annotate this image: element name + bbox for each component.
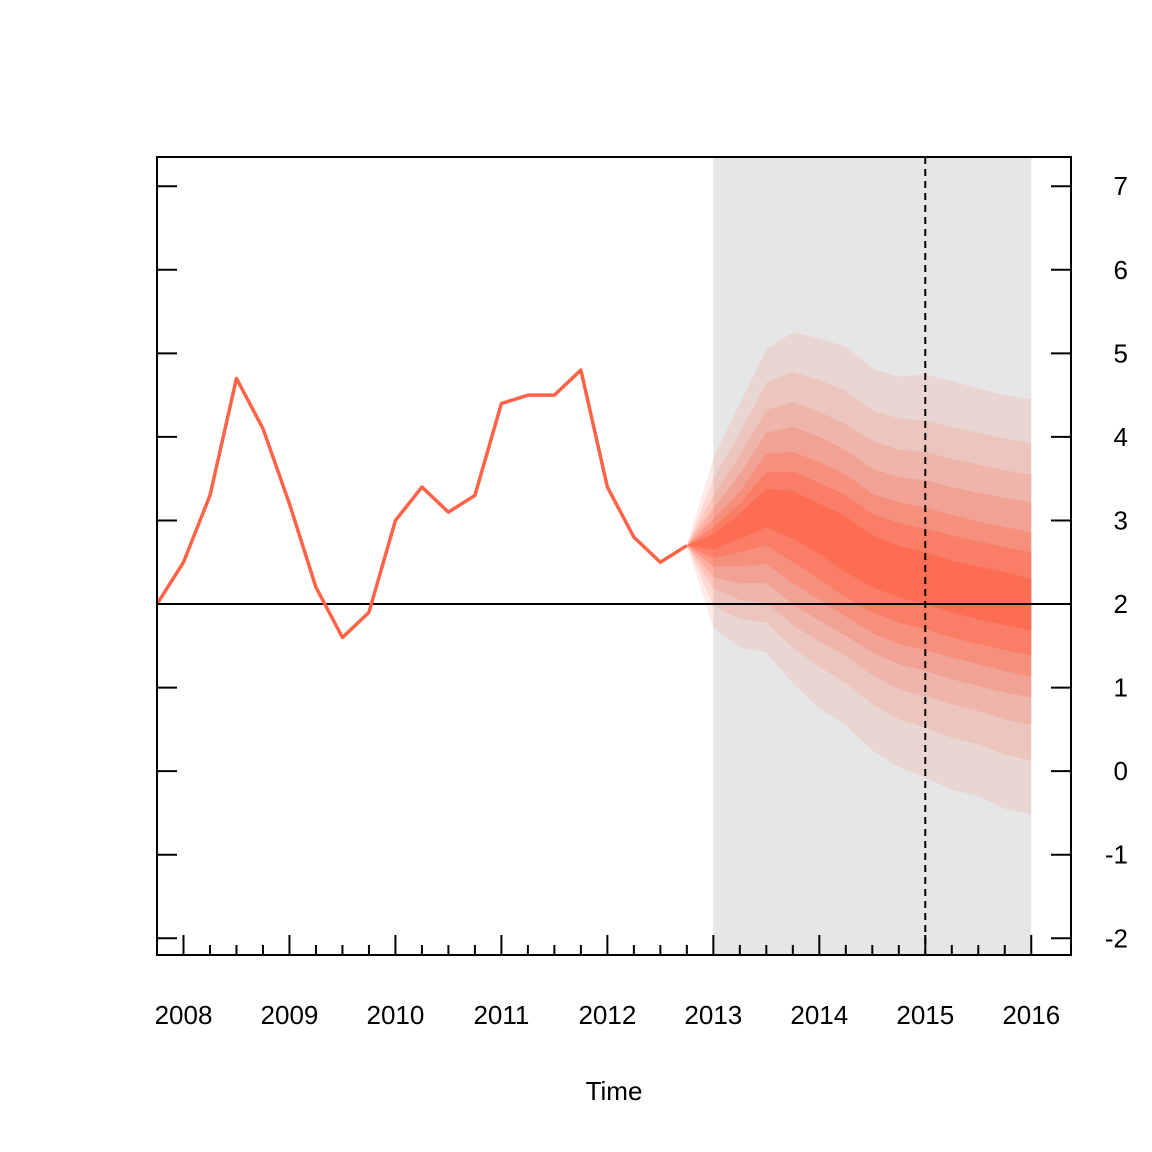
- plot-frame: [156, 156, 1072, 956]
- x-tick-label-2009: 2009: [261, 1000, 319, 1030]
- y-tick-label--2: -2: [1105, 923, 1128, 953]
- x-tick-label-2012: 2012: [578, 1000, 636, 1030]
- x-tick-label-2014: 2014: [790, 1000, 848, 1030]
- x-tick-label-2016: 2016: [1002, 1000, 1060, 1030]
- history-line: [155, 368, 688, 640]
- y-tick-label-0: 0: [1114, 756, 1128, 786]
- y-tick-label-4: 4: [1114, 422, 1128, 452]
- x-axis-title: Time: [586, 1076, 643, 1106]
- history-line-group: [155, 368, 688, 640]
- x-tick-label-2013: 2013: [684, 1000, 742, 1030]
- fan-band-7: [686, 488, 1032, 631]
- x-tick-label-2015: 2015: [896, 1000, 954, 1030]
- x-tick-label-2010: 2010: [367, 1000, 425, 1030]
- y-tick-label-2: 2: [1114, 589, 1128, 619]
- x-tick-label-2008: 2008: [155, 1000, 213, 1030]
- y-tick-label-5: 5: [1114, 338, 1128, 368]
- y-tick-label-1: 1: [1114, 673, 1128, 703]
- fan-bands: [686, 332, 1032, 815]
- x-axis: 2008 2009 2010 2011 2012 2013 2014 2015 2016: [155, 935, 1060, 1030]
- x-tick-label-2011: 2011: [473, 1000, 529, 1030]
- y-axis: 7 6 5 4 3 2 1 0 -1 -2: [157, 171, 1128, 953]
- y-tick-label-6: 6: [1114, 255, 1128, 285]
- y-tick-label-3: 3: [1114, 505, 1128, 535]
- y-tick-label-7: 7: [1114, 171, 1128, 201]
- plot-frame-rect: [156, 156, 1072, 956]
- y-tick-label--1: -1: [1105, 840, 1128, 870]
